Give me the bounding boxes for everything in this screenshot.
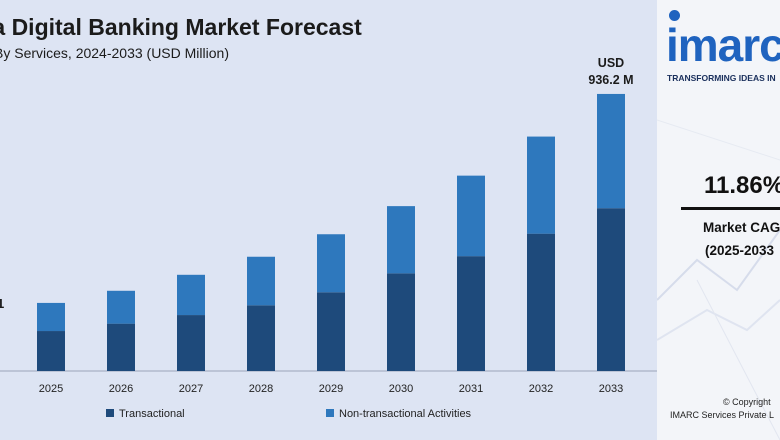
x-tick-label-2032: 2032 [529,383,553,395]
bar-transactional-2028 [247,305,275,371]
bar-transactional-2032 [527,233,555,371]
chart-title: ia Digital Banking Market Forecast [0,14,362,40]
legend-item-transactional: Transactional [106,408,185,420]
annotation-left-edge: 1 [0,296,4,311]
bar-non-transactional-2032 [527,136,555,234]
bar-non-transactional-2025 [37,302,65,332]
x-tick-label-2025: 2025 [39,383,63,395]
bar-transactional-2025 [37,331,65,371]
bar-non-transactional-2030 [387,206,415,274]
bar-chart: 2025 2026 2027 2028 2029 2030 2031 2032 2033 USD 9… [0,56,657,395]
copyright-text: © Copyright [723,397,771,407]
x-tick-label-2031: 2031 [459,383,483,395]
background-graph-decoration [657,119,780,440]
bar-transactional-2031 [457,256,485,371]
bar-non-transactional-2028 [247,256,275,306]
bar-transactional-2027 [177,315,205,371]
bar-non-transactional-2029 [317,234,345,293]
x-tick-label-2028: 2028 [249,383,273,395]
legend-swatch-non-transactional [326,409,334,418]
bar-transactional-2026 [107,323,135,371]
logo-dot [669,10,680,21]
legend-label-non-transactional: Non-transactional Activities [339,408,472,420]
cagr-label: Market CAG [703,220,780,235]
chart-legend: Transactional Non-transactional Activiti… [0,408,657,422]
legend-swatch-transactional [106,409,114,418]
x-tick-label-2030: 2030 [389,383,413,395]
x-tick-label-2026: 2026 [109,383,133,395]
x-tick-label-2027: 2027 [179,383,203,395]
annotation-top-prefix: USD [598,56,624,70]
bar-transactional-2033 [597,208,625,371]
bar-non-transactional-2027 [177,274,205,316]
company-name: IMARC Services Private L [670,410,775,420]
bar-non-transactional-2026 [107,290,135,324]
x-tick-label-2033: 2033 [599,383,623,395]
legend-item-non-transactional: Non-transactional Activities [326,408,471,420]
imarc-logo: imarc [666,19,780,71]
bar-transactional-2030 [387,273,415,371]
bar-non-transactional-2033 [597,93,625,209]
cagr-period: (2025-2033 [705,243,775,258]
cagr-value: 11.86% [704,172,780,199]
legend-label-transactional: Transactional [119,408,185,420]
chart-subtitle: By Services, 2024-2033 (USD Million) [0,45,229,61]
x-tick-label-2029: 2029 [319,383,343,395]
side-panel: imarc TRANSFORMING IDEAS IN 11.86% Marke… [657,0,780,440]
annotation-top-value: 936.2 M [588,73,633,87]
cagr-divider [681,207,780,210]
bar-transactional-2029 [317,292,345,371]
bar-non-transactional-2031 [457,175,485,257]
chart-panel: ia Digital Banking Market Forecast By Se… [0,0,657,440]
brand-tagline: TRANSFORMING IDEAS IN [667,73,776,83]
